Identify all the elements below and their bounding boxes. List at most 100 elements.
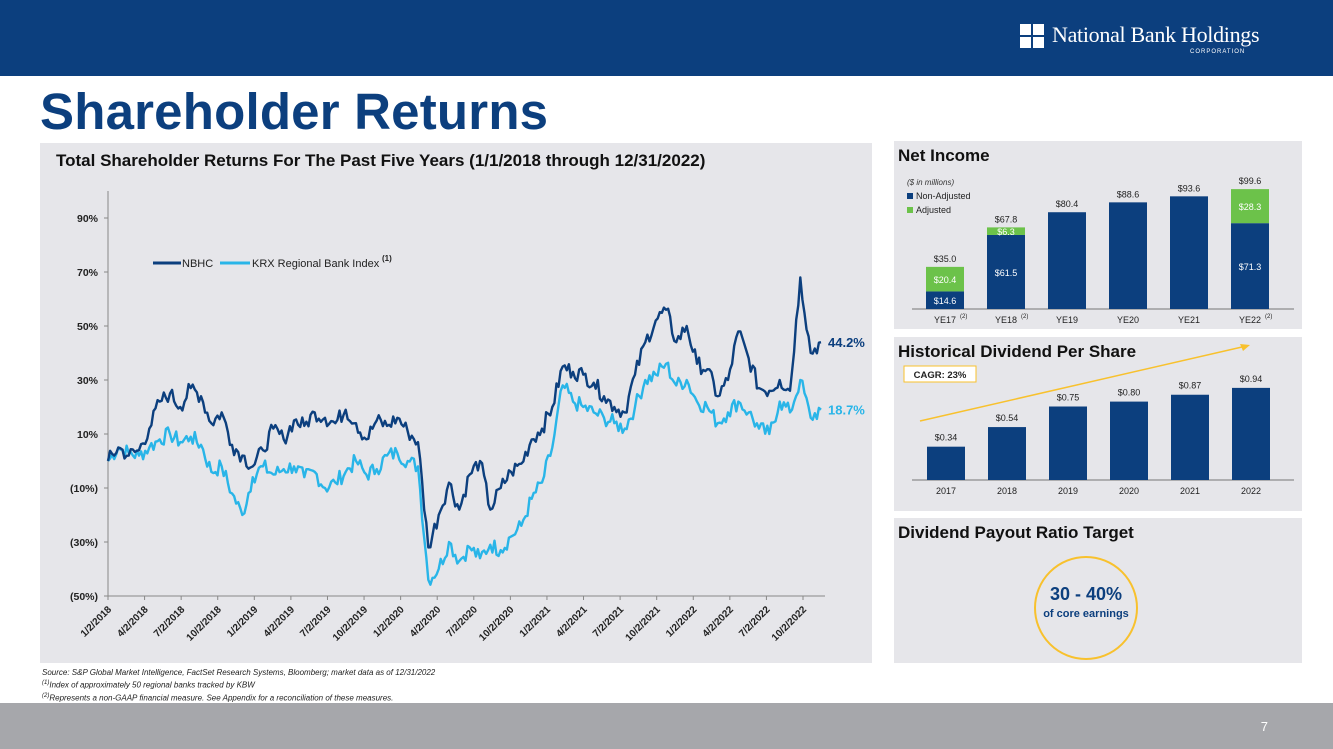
bar-value-label: $0.54 (996, 413, 1019, 423)
x-tick-label: 10/2/2019 (331, 604, 371, 644)
x-tick-label: 7/2/2021 (591, 604, 627, 640)
x-tick-label: 10/2/2018 (185, 604, 225, 644)
dividend-bar (927, 446, 965, 480)
category-label: YE21 (1178, 315, 1200, 325)
x-tick-label: 4/2/2022 (701, 604, 737, 640)
x-tick-label: 1/2/2019 (225, 604, 261, 640)
bar-non-adjusted (926, 291, 964, 309)
footnote-2: (2)Represents a non-GAAP financial measu… (42, 691, 435, 704)
category-label: 2021 (1180, 486, 1200, 496)
category-label: 2018 (997, 486, 1017, 496)
tsr-chart: (50%)(30%)(10%)10%30%50%70%90%1/2/2018 4/… (70, 191, 865, 644)
category-footnote: (2) (1265, 314, 1272, 320)
dividend-bar (1049, 406, 1087, 480)
bar-non-adjusted (1048, 212, 1086, 309)
net-income-title: Net Income (898, 146, 990, 165)
x-tick-label: 10/2/2021 (624, 604, 664, 644)
category-label: YE17 (934, 315, 956, 325)
tsr-panel: Total Shareholder Returns For The Past F… (40, 143, 872, 663)
bar-total-label: $80.4 (1056, 199, 1079, 209)
bar-non-adjusted (1231, 223, 1269, 309)
dividend-bar (1232, 387, 1270, 480)
bar-value-label: $14.6 (934, 296, 957, 306)
cagr-label: CAGR: 23% (914, 370, 967, 381)
series-end-label: 44.2% (828, 335, 865, 350)
cagr-arrow-icon (1240, 344, 1250, 351)
logo-name: National Bank Holdings (1052, 22, 1260, 47)
dividend-bar (1110, 401, 1148, 480)
footnote-2-mark: (2) (42, 692, 50, 699)
y-tick-label: (10%) (70, 483, 98, 495)
x-tick-label: 4/2/2018 (115, 604, 151, 640)
logo-subtitle: CORPORATION (1190, 49, 1246, 55)
y-tick-label: 10% (77, 429, 99, 441)
x-tick-label: 7/2/2020 (445, 604, 481, 640)
x-tick-label: 1/2/2018 (79, 604, 115, 640)
footnote-2-text: Represents a non-GAAP financial measure.… (49, 693, 394, 703)
footer-bar: 7 (0, 703, 1333, 749)
net-income-subtitle: ($ in millions) (907, 178, 954, 187)
legend-label: NBHC (182, 258, 213, 270)
bar-value-label: $71.3 (1239, 262, 1262, 272)
bar-non-adjusted (1170, 196, 1208, 309)
x-tick-label: 7/2/2022 (737, 604, 773, 640)
bar-non-adjusted (1109, 202, 1147, 309)
x-tick-label: 7/2/2019 (298, 604, 334, 640)
bar-value-label: $0.94 (1240, 374, 1263, 384)
x-tick-label: 7/2/2018 (152, 604, 188, 640)
x-tick-label: 1/2/2022 (664, 604, 700, 640)
x-tick-label: 4/2/2021 (554, 604, 590, 640)
bar-adjusted (987, 227, 1025, 235)
page-title: Shareholder Returns (40, 83, 549, 140)
bar-value-label: $0.87 (1179, 381, 1202, 391)
legend-label: KRX Regional Bank Index (252, 258, 380, 270)
cagr-badge (903, 365, 977, 383)
category-label: 2019 (1058, 486, 1078, 496)
bar-total-label: $88.6 (1117, 189, 1140, 199)
legend-label: Adjusted (916, 205, 951, 215)
dividend-chart: $0.34 2017 $0.54 2018 $0.75 2019 $0.80 2020 $0.8… (903, 344, 1294, 496)
x-tick-label: 1/2/2020 (371, 604, 407, 640)
bar-total-label: $93.6 (1178, 183, 1201, 193)
net-income-chart: ($ in millions) Non-Adjusted Adjusted $14.6… (907, 176, 1294, 325)
category-label: YE18 (995, 315, 1017, 325)
y-tick-label: 70% (77, 267, 99, 279)
category-footnote: (2) (1021, 314, 1028, 320)
footnotes: Source: S&P Global Market Intelligence, … (42, 668, 435, 703)
series-end-label: 18.7% (828, 403, 865, 418)
payout-title: Dividend Payout Ratio Target (898, 523, 1134, 542)
category-label: 2017 (936, 486, 956, 496)
category-label: YE20 (1117, 315, 1139, 325)
y-tick-label: 90% (77, 213, 99, 225)
legend-footnote: (1) (382, 254, 392, 263)
x-tick-label: 4/2/2019 (262, 604, 298, 640)
series-line (106, 276, 822, 549)
bar-total-label: $35.0 (934, 254, 957, 264)
dividend-bar (1171, 394, 1209, 480)
x-tick-label: 1/2/2021 (518, 604, 554, 640)
x-tick-label: 10/2/2020 (477, 604, 517, 644)
series-line (107, 361, 822, 586)
bar-value-label: $61.5 (995, 268, 1018, 278)
bar-total-label: $99.6 (1239, 176, 1262, 186)
dividend-bar (988, 427, 1026, 480)
company-logo: National Bank Holdings CORPORATION (1020, 22, 1280, 62)
footnote-1-text: Index of approximately 50 regional banks… (49, 680, 255, 690)
bar-adjusted (926, 266, 964, 292)
category-label: 2020 (1119, 486, 1139, 496)
category-label: YE19 (1056, 315, 1078, 325)
bar-adjusted (1231, 189, 1269, 224)
dividend-panel: Historical Dividend Per Share $0.34 2017 $… (894, 337, 1302, 511)
bar-value-label: $0.75 (1057, 393, 1080, 403)
y-tick-label: (30%) (70, 537, 98, 549)
y-tick-label: (50%) (70, 591, 98, 603)
x-tick-label: 4/2/2020 (408, 604, 444, 640)
footnote-1-mark: (1) (42, 680, 50, 686)
legend-swatch (907, 207, 913, 213)
payout-circle: 30 - 40% of core earnings (1034, 556, 1138, 660)
bar-value-label: $20.4 (934, 275, 957, 285)
logo-squares-icon (1020, 24, 1044, 48)
category-footnote: (2) (960, 314, 967, 320)
bar-value-label: $0.80 (1118, 388, 1141, 398)
dividend-title: Historical Dividend Per Share (898, 342, 1137, 361)
